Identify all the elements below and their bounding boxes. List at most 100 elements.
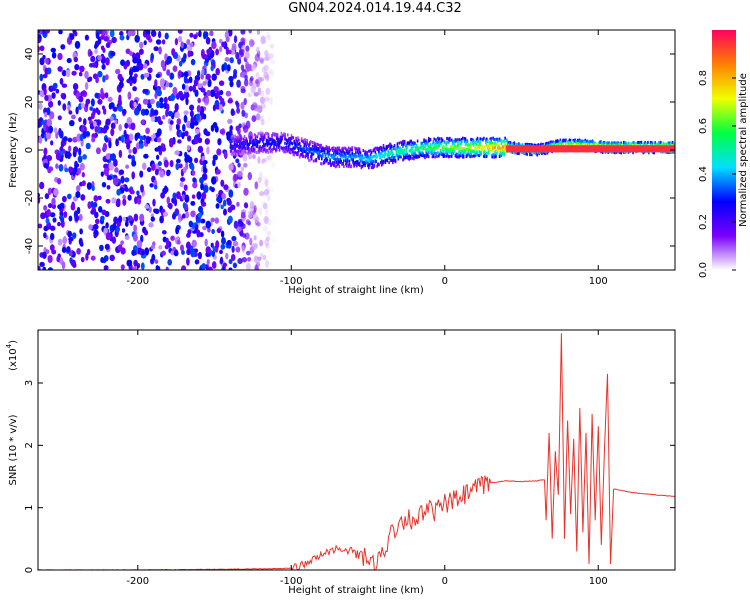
heat-cell: [415, 148, 417, 152]
heat-blob: [221, 64, 225, 72]
heat-blob: [51, 197, 56, 206]
heat-blob: [263, 176, 267, 182]
heat-blob: [263, 189, 269, 196]
heat-cell: [337, 159, 340, 163]
heat-blob: [173, 198, 178, 207]
heat-cell: [449, 139, 451, 142]
heat-cell: [264, 132, 267, 136]
heat-blob: [237, 162, 241, 168]
heat-cell: [429, 147, 432, 151]
heat-blob: [196, 70, 201, 77]
heat-cell: [354, 154, 356, 158]
heat-cell: [546, 151, 549, 155]
heat-cell: [240, 136, 243, 140]
heat-cell: [230, 146, 233, 150]
heat-cell: [485, 139, 488, 143]
heat-cell: [450, 146, 453, 150]
heat-cell: [460, 152, 462, 156]
heat-cell: [498, 146, 501, 150]
heat-cell: [358, 161, 361, 165]
heat-blob: [258, 207, 263, 216]
heat-blob: [240, 211, 246, 219]
heat-cell: [458, 138, 460, 142]
heat-cell: [500, 154, 503, 158]
heat-blob: [265, 236, 271, 242]
heat-cell: [611, 143, 613, 147]
heat-blob: [231, 245, 235, 253]
heat-cell: [327, 161, 330, 165]
heat-cell: [496, 143, 499, 147]
heat-cell: [230, 135, 233, 139]
heat-cell: [279, 139, 282, 143]
heat-cell: [322, 149, 324, 153]
heat-cell: [491, 153, 493, 157]
heat-blob: [226, 199, 232, 206]
heat-cell: [454, 144, 457, 148]
heat-blob: [246, 63, 252, 72]
heat-cell: [489, 144, 492, 148]
heat-cell: [400, 147, 402, 151]
heat-cell: [338, 146, 341, 150]
heat-cell: [418, 149, 421, 153]
heat-cell: [246, 151, 248, 155]
heat-cell: [459, 142, 461, 146]
heat-blob: [183, 184, 188, 191]
heat-cell: [456, 147, 458, 150]
heat-cell: [462, 155, 465, 159]
heat-blob: [219, 256, 224, 265]
heat-cell: [671, 141, 673, 145]
heat-blob: [184, 156, 190, 163]
heat-cell: [426, 152, 428, 156]
heat-cell: [632, 151, 634, 155]
heat-blob: [122, 198, 127, 206]
heat-cell: [416, 155, 419, 159]
heat-cell: [505, 149, 507, 153]
heat-cell: [333, 163, 335, 167]
heat-cell: [456, 155, 458, 159]
heat-cell: [324, 152, 327, 156]
heat-cell: [263, 137, 265, 141]
heat-cell: [486, 144, 489, 148]
heat-cell: [493, 146, 495, 150]
heat-cell: [260, 146, 262, 150]
heat-cell: [351, 154, 353, 158]
heat-cell: [298, 147, 300, 151]
heat-blob: [142, 162, 147, 170]
y-multiplier-base: (x10: [8, 348, 19, 371]
heat-cell: [368, 163, 370, 167]
heat-blob: [164, 32, 169, 40]
heat-blob: [177, 90, 184, 98]
heat-blob: [97, 55, 103, 61]
heat-cell: [439, 150, 442, 154]
heat-cell: [525, 142, 528, 146]
heat-blob: [51, 51, 57, 59]
heat-blob: [197, 251, 203, 260]
heat-blob: [109, 115, 114, 122]
heat-blob: [39, 181, 45, 190]
heat-cell: [285, 150, 287, 154]
heat-blob: [95, 107, 99, 114]
heat-cell: [246, 139, 248, 143]
colorbar-tick-label: 0.0: [698, 262, 709, 278]
heat-cell: [263, 133, 266, 137]
heat-cell: [320, 149, 322, 153]
heat-cell: [481, 145, 483, 149]
y-tick-label: 2: [24, 442, 35, 448]
heat-blob: [215, 240, 220, 249]
heat-cell: [445, 147, 447, 151]
heat-cell: [247, 145, 249, 149]
heat-cell: [591, 140, 594, 144]
heat-cell: [352, 155, 354, 159]
heat-cell: [383, 147, 386, 151]
bottom-x-axis-label: Height of straight line (km): [288, 585, 424, 596]
heat-blob: [105, 198, 111, 204]
heat-blob: [207, 227, 211, 233]
heat-blob: [181, 57, 186, 63]
heat-blob: [104, 211, 110, 217]
heat-cell: [334, 165, 337, 169]
heat-cell: [236, 143, 238, 147]
heat-blob: [244, 202, 249, 209]
heat-cell: [344, 146, 346, 150]
heat-cell: [377, 163, 379, 167]
heat-cell: [436, 140, 438, 144]
